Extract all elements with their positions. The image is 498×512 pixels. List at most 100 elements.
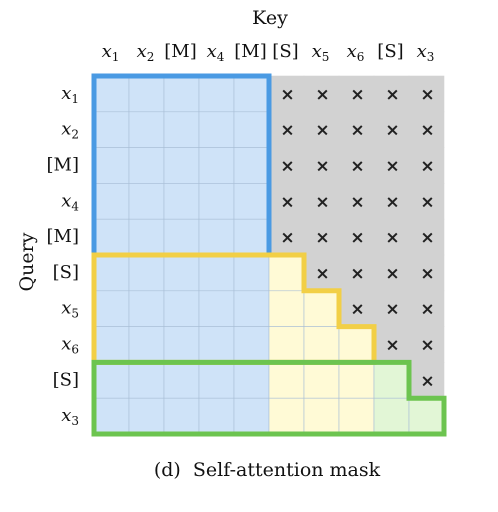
mask-cell: [233, 326, 270, 363]
masked-cross-icon: ×: [280, 192, 294, 212]
key-token-label: x2: [137, 41, 155, 64]
mask-cell: [408, 75, 445, 113]
masked-cross-icon: ×: [350, 264, 364, 284]
mask-cell: [338, 362, 375, 399]
masked-cross-icon: ×: [420, 85, 434, 105]
mask-cell: [128, 326, 165, 363]
mask-cell: [128, 290, 165, 327]
query-axis-label: Query: [16, 232, 38, 291]
query-token-label: x4: [61, 190, 79, 213]
query-token-labels: x1 x2 [M] x4 [M] [S] x5 x6 [S] x3: [47, 83, 80, 428]
mask-cell: [128, 254, 165, 292]
mask-cell: [128, 75, 165, 113]
masked-cross-icon: ×: [385, 85, 399, 105]
query-token-label: x2: [61, 119, 79, 142]
query-token-label: [M]: [47, 226, 79, 247]
query-token-label: [M]: [47, 155, 79, 176]
mask-cell: [338, 111, 375, 148]
mask-cell: [163, 254, 200, 292]
masked-cross-icon: ×: [385, 228, 399, 248]
key-token-label: [M]: [234, 41, 266, 62]
masked-cross-icon: ×: [315, 228, 329, 248]
masked-cross-icon: ×: [420, 300, 434, 320]
mask-cell: [338, 218, 375, 256]
query-token-label: x1: [61, 83, 79, 106]
masked-cross-icon: ×: [315, 85, 329, 105]
mask-cell: [93, 111, 130, 148]
masked-cross-icon: ×: [420, 192, 434, 212]
masked-cross-icon: ×: [350, 228, 364, 248]
mask-cell: [408, 397, 445, 435]
mask-cell: [198, 290, 235, 327]
mask-cell: [163, 362, 200, 399]
mask-cell: [373, 75, 410, 113]
mask-cell: [268, 290, 305, 327]
mask-cell: [338, 183, 375, 220]
attention-region-outlines: [91, 73, 447, 437]
mask-grid: × × × × × × × × × × × × × × × × × × × × × × × × × × × × × × × × × × ×: [93, 75, 445, 435]
masked-cross-icon: ×: [385, 336, 399, 356]
mask-cell: [93, 397, 130, 435]
mask-cell: [128, 362, 165, 399]
masked-cross-icon: ×: [350, 192, 364, 212]
masked-cross-icon: ×: [385, 157, 399, 177]
mask-cell: [408, 111, 445, 148]
mask-cell: [198, 218, 235, 256]
masked-cross-icon: ×: [420, 121, 434, 141]
key-token-label: x1: [102, 41, 120, 64]
mask-cell: [338, 397, 375, 435]
key-token-label: [M]: [164, 41, 196, 62]
mask-cell: [408, 326, 445, 363]
key-token-labels: x1 x2 [M] x4 [M] [S] x5 x6 [S] x3: [102, 41, 435, 64]
masked-cross-icon: ×: [420, 336, 434, 356]
mask-cell: [233, 397, 270, 435]
mask-cell: [233, 147, 270, 184]
masked-cross-icon: ×: [385, 121, 399, 141]
mask-cell: [198, 397, 235, 435]
mask-cell: [128, 147, 165, 184]
mask-cell: [163, 75, 200, 113]
mask-cell: [268, 397, 305, 435]
mask-cell: [303, 326, 340, 363]
mask-cell: [93, 75, 130, 113]
key-token-label: [S]: [272, 41, 298, 62]
masked-cross-icon: ×: [385, 192, 399, 212]
masked-cross-icon: ×: [315, 264, 329, 284]
masked-cross-icon: ×: [315, 192, 329, 212]
masked-cross-icon: ×: [350, 85, 364, 105]
mask-cell: [163, 111, 200, 148]
mask-cell: [268, 362, 305, 399]
masked-cross-icon: ×: [385, 264, 399, 284]
mask-cell: [373, 290, 410, 327]
mask-cell: [163, 218, 200, 256]
masked-cross-icon: ×: [420, 228, 434, 248]
mask-cell: [128, 218, 165, 256]
key-axis-label: Key: [252, 7, 288, 29]
mask-cell: [303, 290, 340, 327]
masked-cross-icon: ×: [280, 121, 294, 141]
mask-cell: [163, 326, 200, 363]
mask-cell: [128, 183, 165, 220]
key-token-label: x5: [312, 41, 330, 64]
key-token-label: x4: [207, 41, 225, 64]
figure-caption: (d) Self-attention mask: [154, 459, 381, 481]
mask-cell: [303, 147, 340, 184]
mask-cell: [233, 218, 270, 256]
masked-cross-icon: ×: [350, 157, 364, 177]
masked-cross-icon: ×: [350, 121, 364, 141]
key-token-label: x3: [417, 41, 435, 64]
mask-cell: [233, 290, 270, 327]
key-token-label: [S]: [377, 41, 403, 62]
mask-cell: [303, 218, 340, 256]
mask-cell: [198, 362, 235, 399]
mask-cell: [408, 147, 445, 184]
masked-cross-icon: ×: [280, 157, 294, 177]
mask-cell: [408, 362, 445, 399]
query-token-label: x5: [61, 298, 79, 321]
key-token-label: x6: [347, 41, 365, 64]
mask-cell: [303, 362, 340, 399]
masked-cross-icon: ×: [420, 371, 434, 391]
masked-cross-icon: ×: [420, 157, 434, 177]
query-token-label: [S]: [53, 369, 79, 390]
